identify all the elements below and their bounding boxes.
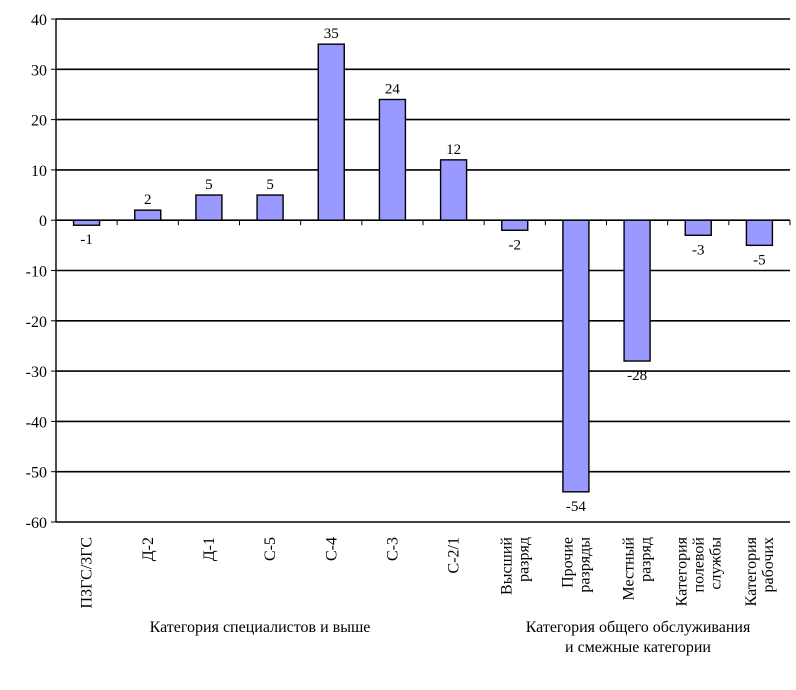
data-label: 35 xyxy=(324,26,339,42)
category-label: Местный xyxy=(621,537,638,601)
group-label-general-service-line1: Категория общего обслуживания xyxy=(525,619,751,636)
bar xyxy=(745,219,774,247)
data-label: -5 xyxy=(753,252,766,268)
bar xyxy=(439,159,468,221)
category-label: Д-2 xyxy=(140,537,157,561)
category-label: Категория xyxy=(673,536,690,606)
data-label: -1 xyxy=(80,232,93,248)
y-tick-label: -20 xyxy=(26,314,47,331)
data-label: 5 xyxy=(266,177,274,193)
data-label: -2 xyxy=(509,237,522,253)
category-label: полевой xyxy=(690,537,707,593)
data-label: -28 xyxy=(627,368,647,384)
category-label: разряд xyxy=(638,537,655,582)
data-label: -54 xyxy=(566,499,586,515)
category-label: С-2/1 xyxy=(446,537,463,573)
category-label: Категория xyxy=(743,536,760,606)
y-tick-label: -10 xyxy=(26,264,47,281)
bar xyxy=(501,219,529,231)
category-label: ПЗГС/ЗГС xyxy=(79,537,96,608)
bar xyxy=(72,219,101,226)
x-tick-labels: ПЗГС/ЗГС Д-2 Д-1 С-5 С-4 С-3 С-2/1 Высший разряд… xyxy=(79,536,777,608)
y-tick-labels: 40 30 20 10 0 -10 -20 -30 -40 -50 -60 xyxy=(26,12,47,532)
y-tick-label: 10 xyxy=(31,163,47,180)
bar xyxy=(317,43,345,221)
category-label: Д-1 xyxy=(201,537,218,561)
category-label: рабочих xyxy=(760,537,777,592)
data-labels: -1 2 5 5 35 24 12 -2 -54 -28 -3 -5 xyxy=(80,26,765,515)
category-label: разряды xyxy=(576,537,593,593)
y-tick-label: 20 xyxy=(31,113,47,130)
data-label: 24 xyxy=(385,81,401,97)
category-label: службы xyxy=(707,537,724,590)
data-label: 2 xyxy=(144,192,152,208)
group-label-general-service: Категория общего обслуживания и смежные … xyxy=(488,618,788,658)
y-tick-label: -30 xyxy=(26,364,47,381)
bar xyxy=(256,194,284,221)
y-tick-label: -50 xyxy=(26,465,47,482)
data-label: 5 xyxy=(205,177,213,193)
category-label: С-3 xyxy=(384,537,401,561)
y-tick-label: 30 xyxy=(31,62,47,79)
category-label: С-4 xyxy=(323,537,340,561)
bar xyxy=(195,194,223,221)
category-label: Прочие xyxy=(559,537,576,588)
gridlines xyxy=(56,18,790,523)
y-tick-label: -40 xyxy=(26,414,47,431)
axes xyxy=(51,18,791,523)
bars xyxy=(72,43,774,493)
group-label-general-service-line2: и смежные категории xyxy=(565,639,711,656)
group-label-specialists: Категория специалистов и выше xyxy=(60,618,460,638)
y-tick-label: 40 xyxy=(31,12,47,29)
category-label: Высший xyxy=(498,537,515,595)
bar xyxy=(378,98,407,221)
group-label-specialists-text: Категория специалистов и выше xyxy=(149,619,371,636)
category-label: разряд xyxy=(515,537,532,582)
y-tick-label: -60 xyxy=(26,515,47,532)
category-label: С-5 xyxy=(262,537,279,561)
y-tick-label: 0 xyxy=(39,213,47,230)
bar xyxy=(623,219,651,362)
data-label: 12 xyxy=(446,142,461,158)
bar xyxy=(562,219,590,493)
bar xyxy=(134,209,162,221)
data-label: -3 xyxy=(692,242,705,258)
bar xyxy=(684,219,712,236)
